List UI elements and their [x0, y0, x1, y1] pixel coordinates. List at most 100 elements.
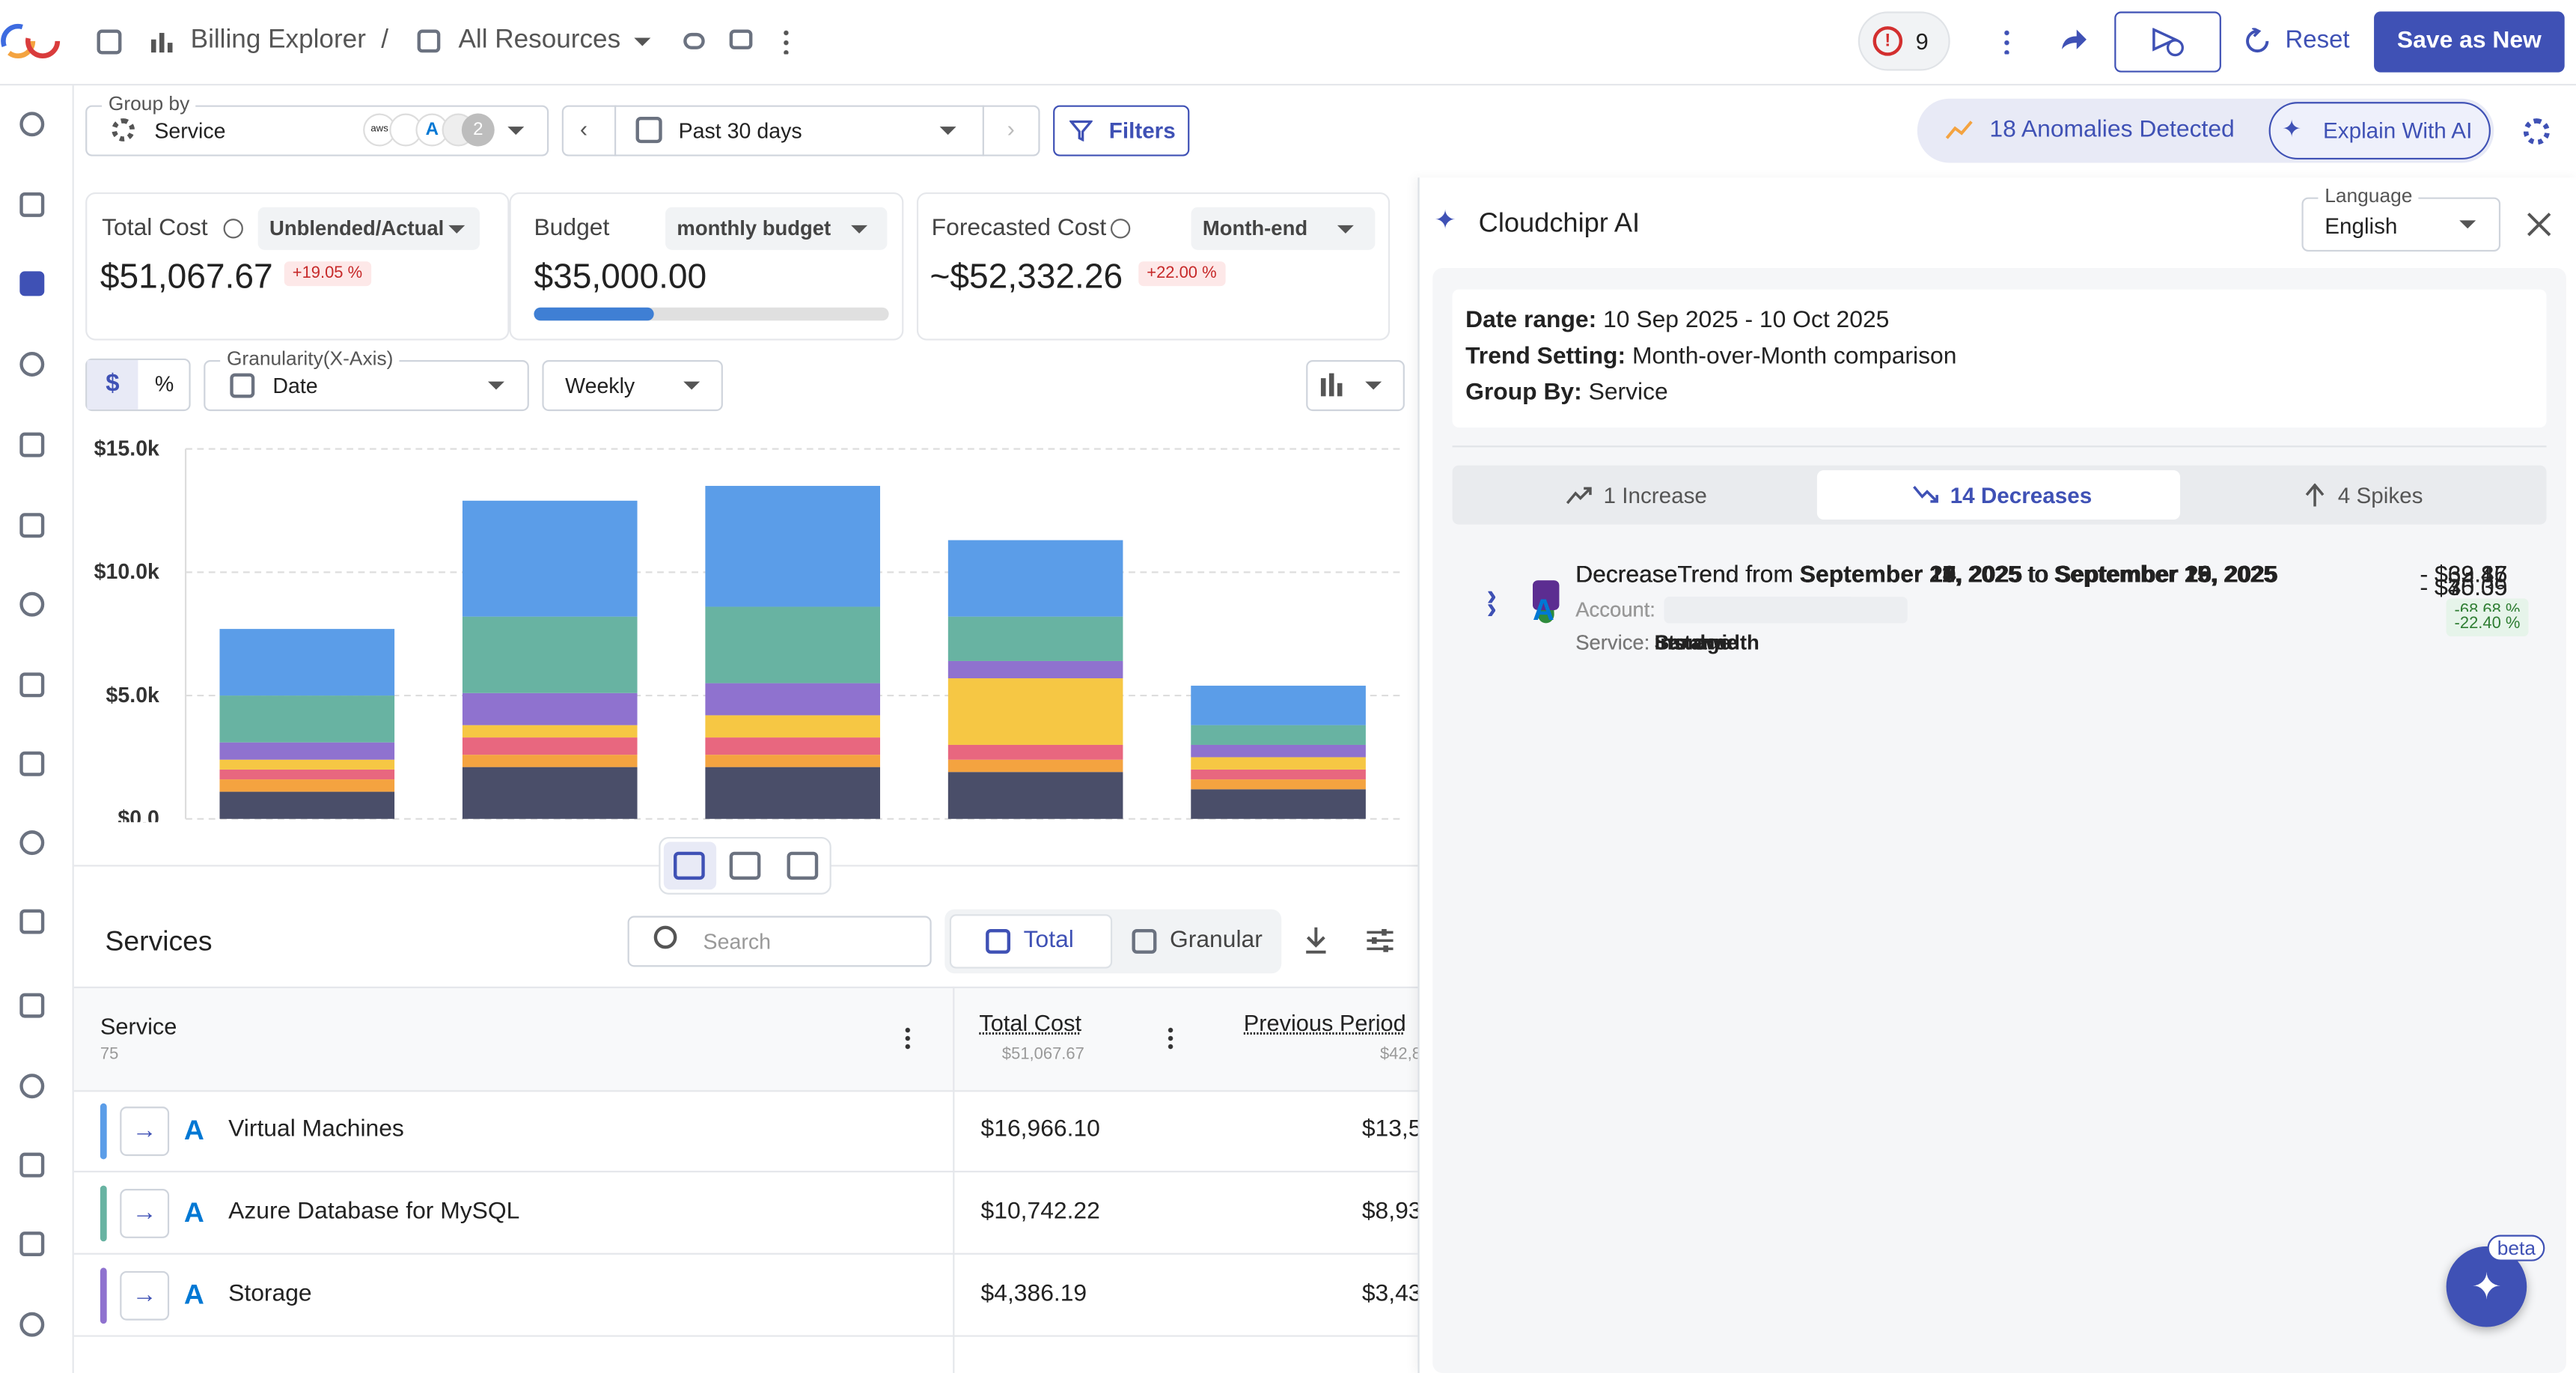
prev-arrow[interactable]: ‹ — [579, 115, 588, 141]
row-color — [100, 1185, 107, 1242]
granular-tab-label[interactable]: Granular — [1169, 927, 1263, 954]
download-icon[interactable] — [1303, 926, 1329, 954]
bar-segment — [219, 759, 395, 770]
total-tab[interactable] — [949, 914, 1113, 969]
sidebar-icon[interactable] — [19, 830, 45, 856]
end-date: September 19, 2025 — [2055, 562, 2278, 589]
anomaly-item[interactable]: › A DecreaseTrend from September 24, 2025 … — [1454, 562, 2545, 1108]
column-header[interactable]: Service — [100, 1012, 177, 1040]
next-arrow[interactable]: › — [1007, 115, 1015, 141]
sidebar-icon[interactable] — [19, 993, 45, 1018]
bar-segment — [219, 629, 395, 696]
breadcrumb[interactable]: Billing Explorer — [190, 26, 366, 55]
service-icon — [1533, 580, 1560, 610]
amount: - $75.39 — [2420, 575, 2508, 602]
close-button[interactable] — [2527, 212, 2551, 237]
percent-toggle[interactable]: % — [154, 371, 174, 397]
sidebar-icon[interactable] — [19, 672, 45, 698]
amount: - $39.87 — [2420, 562, 2508, 589]
more-icon[interactable] — [2004, 28, 2009, 55]
sidebar-icon[interactable] — [19, 192, 45, 217]
title-mid: to — [2028, 562, 2049, 589]
card-select[interactable] — [257, 207, 480, 250]
sidebar-icon[interactable] — [19, 1232, 45, 1257]
spikes-tab[interactable]: 4 Spikes — [2337, 483, 2423, 508]
search-input[interactable] — [627, 916, 932, 967]
expand-button[interactable]: → — [120, 1188, 170, 1238]
link-icon[interactable] — [683, 32, 705, 49]
language-value: English — [2325, 213, 2398, 239]
layout-split[interactable] — [663, 841, 717, 890]
previous-cost: $13,56 — [1361, 1116, 1418, 1143]
column-header[interactable]: Total Cost — [979, 1009, 1081, 1036]
y-tick-label: $15.0k — [94, 436, 159, 460]
top-bar — [0, 0, 2576, 86]
sidebar-icon[interactable] — [19, 591, 45, 617]
anomaly-item[interactable]: › A DecreaseTrend from September 20, 2025 … — [1454, 562, 2545, 1256]
folder-icon[interactable] — [729, 29, 753, 49]
sidebar-icon[interactable] — [19, 271, 45, 296]
anomaly-item[interactable]: › DecreaseTrend from September 20, 2025 t… — [1454, 562, 2545, 878]
card-change: +19.05 % — [284, 261, 371, 287]
sidebar-icon[interactable] — [19, 112, 45, 137]
divider — [1452, 445, 2547, 448]
sidebar-icon[interactable] — [19, 1074, 45, 1099]
breadcrumb[interactable]: All Resources — [458, 26, 621, 55]
bar-segment — [219, 769, 395, 780]
bar-segment — [462, 692, 638, 725]
layout-table[interactable] — [787, 851, 819, 880]
anomaly-item[interactable]: › DecreaseTrend from September 13, 2025 t… — [1454, 562, 2545, 776]
sidebar-icon[interactable] — [19, 432, 45, 457]
explain-button[interactable] — [2268, 102, 2491, 160]
reset-button[interactable]: Reset — [2285, 26, 2350, 55]
filters-button[interactable] — [1053, 105, 1190, 156]
y-tick-label: $10.0k — [94, 560, 159, 584]
bar-segment — [705, 486, 880, 607]
layout-chart[interactable] — [729, 851, 761, 880]
sidebar-icon[interactable] — [19, 1312, 45, 1337]
bar-segment — [947, 678, 1123, 745]
settings-icon[interactable] — [2523, 118, 2550, 145]
prev-column: Previous Period $42,8 $13,56 $8,93 $3,43 — [1215, 987, 1418, 1373]
sidebar-icon[interactable] — [19, 513, 45, 538]
card-change: +22.00 % — [1138, 261, 1225, 287]
cost-chart: $0.0 $5.0k $10.0k $15.0k — [94, 436, 1400, 822]
expand-button[interactable]: → — [120, 1270, 170, 1321]
column-sub: $42,8 — [1379, 1045, 1418, 1065]
service-name: Virtual Machines — [228, 1116, 404, 1143]
dollar-toggle[interactable]: $ — [87, 360, 138, 410]
sidebar-icon[interactable] — [19, 1152, 45, 1178]
group-extra: 2 — [461, 113, 495, 147]
alert-button[interactable] — [1858, 11, 1950, 71]
more-icon[interactable] — [784, 28, 789, 55]
sidebar-icon[interactable] — [19, 352, 45, 377]
caret — [1365, 381, 1382, 390]
sidebar-icon[interactable] — [19, 751, 45, 776]
anomalies-count[interactable]: 18 Anomalies Detected — [1989, 116, 2235, 144]
start-date: September 20, 2025 — [1799, 562, 2023, 589]
caret — [634, 37, 651, 46]
amount: - $33.15 — [2420, 562, 2508, 589]
start-date: September 13, 2025 — [1799, 562, 2023, 589]
caret — [683, 381, 701, 390]
bar-segment — [705, 755, 880, 767]
save-button[interactable]: Save as New — [2374, 11, 2565, 73]
card-select[interactable] — [665, 207, 888, 250]
decrease-icon — [1913, 486, 1938, 503]
row-divider — [73, 1170, 1418, 1173]
card-value: $51,067.67 — [100, 258, 273, 296]
date-range-select[interactable] — [561, 105, 1040, 156]
share-icon[interactable] — [2059, 26, 2089, 52]
anomaly-item[interactable]: › DecreaseTrend from September 27, 2025 t… — [1454, 562, 2545, 980]
card-label: Forecasted Cost — [931, 215, 1107, 242]
columns-icon[interactable] — [1365, 928, 1395, 954]
sidebar-icon[interactable] — [19, 909, 45, 934]
decrease-tab[interactable]: 14 Decreases — [1950, 483, 2093, 508]
azure-icon: A — [183, 1115, 204, 1146]
column-menu[interactable] — [1168, 1026, 1173, 1051]
sidebar-toggle[interactable] — [97, 29, 122, 55]
column-menu[interactable] — [905, 1026, 911, 1051]
expand-button[interactable]: → — [120, 1106, 170, 1157]
column-header[interactable]: Previous Period — [1243, 1009, 1406, 1036]
increase-tab[interactable]: 1 Increase — [1603, 483, 1707, 508]
